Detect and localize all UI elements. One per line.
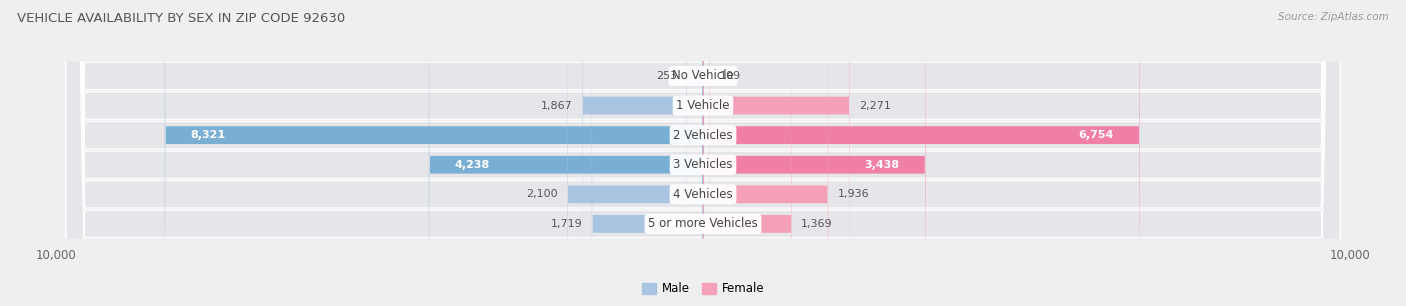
Text: VEHICLE AVAILABILITY BY SEX IN ZIP CODE 92630: VEHICLE AVAILABILITY BY SEX IN ZIP CODE … bbox=[17, 12, 344, 25]
FancyBboxPatch shape bbox=[703, 0, 792, 306]
FancyBboxPatch shape bbox=[429, 0, 703, 306]
FancyBboxPatch shape bbox=[703, 0, 710, 306]
Text: 5 or more Vehicles: 5 or more Vehicles bbox=[648, 217, 758, 230]
Text: 2,100: 2,100 bbox=[526, 189, 558, 199]
FancyBboxPatch shape bbox=[66, 0, 1340, 306]
FancyBboxPatch shape bbox=[66, 0, 1340, 306]
FancyBboxPatch shape bbox=[703, 0, 849, 306]
Legend: Male, Female: Male, Female bbox=[637, 278, 769, 300]
FancyBboxPatch shape bbox=[165, 0, 703, 306]
FancyBboxPatch shape bbox=[66, 0, 1340, 306]
FancyBboxPatch shape bbox=[592, 0, 703, 306]
Text: 1,369: 1,369 bbox=[801, 219, 832, 229]
FancyBboxPatch shape bbox=[567, 0, 703, 306]
FancyBboxPatch shape bbox=[686, 0, 703, 306]
Text: 3,438: 3,438 bbox=[865, 160, 900, 170]
Text: 1,936: 1,936 bbox=[838, 189, 869, 199]
Text: 1,867: 1,867 bbox=[541, 101, 572, 110]
Text: 1,719: 1,719 bbox=[550, 219, 582, 229]
Text: 2,271: 2,271 bbox=[859, 101, 891, 110]
FancyBboxPatch shape bbox=[703, 0, 1140, 306]
FancyBboxPatch shape bbox=[703, 0, 925, 306]
Text: 4,238: 4,238 bbox=[454, 160, 491, 170]
FancyBboxPatch shape bbox=[66, 0, 1340, 306]
Text: No Vehicle: No Vehicle bbox=[672, 69, 734, 83]
Text: 4 Vehicles: 4 Vehicles bbox=[673, 188, 733, 201]
Text: 2 Vehicles: 2 Vehicles bbox=[673, 129, 733, 142]
FancyBboxPatch shape bbox=[582, 0, 703, 306]
Text: 253: 253 bbox=[655, 71, 676, 81]
FancyBboxPatch shape bbox=[66, 0, 1340, 306]
FancyBboxPatch shape bbox=[66, 0, 1340, 306]
FancyBboxPatch shape bbox=[703, 0, 828, 306]
Text: Source: ZipAtlas.com: Source: ZipAtlas.com bbox=[1278, 12, 1389, 22]
Text: 3 Vehicles: 3 Vehicles bbox=[673, 158, 733, 171]
Text: 1 Vehicle: 1 Vehicle bbox=[676, 99, 730, 112]
Text: 109: 109 bbox=[720, 71, 741, 81]
Text: 8,321: 8,321 bbox=[191, 130, 226, 140]
Text: 6,754: 6,754 bbox=[1078, 130, 1114, 140]
